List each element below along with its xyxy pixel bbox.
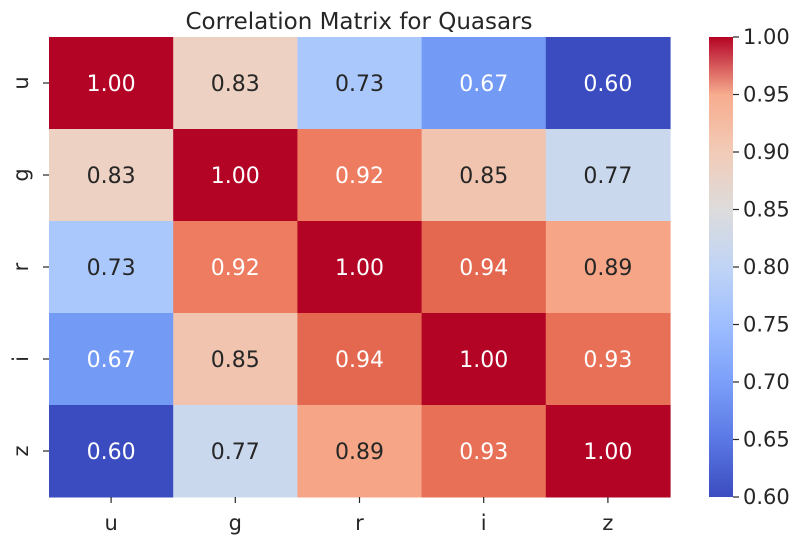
y-tick-label: u <box>9 76 33 89</box>
cell-value-label: 0.89 <box>335 440 384 465</box>
cell-value-label: 0.77 <box>583 164 632 189</box>
cell-i-g <box>173 313 298 406</box>
cell-value-label: 1.00 <box>87 72 136 97</box>
cell-i-i <box>421 313 547 406</box>
cell-value-label: 0.92 <box>335 164 384 189</box>
cell-value-label: 1.00 <box>459 348 508 373</box>
cell-g-u <box>49 129 174 222</box>
cell-value-label: 0.94 <box>459 256 508 281</box>
y-tick-label: z <box>9 445 33 456</box>
cell-z-r <box>297 405 423 498</box>
cell-value-label: 0.85 <box>459 164 508 189</box>
cell-i-u <box>49 313 174 406</box>
cell-r-u <box>49 221 174 314</box>
cell-i-r <box>297 313 423 406</box>
cell-value-label: 0.60 <box>87 440 136 465</box>
colorbar-tick-label: 0.60 <box>743 485 790 509</box>
cell-value-label: 0.83 <box>87 164 136 189</box>
cell-r-r <box>297 221 423 314</box>
colorbar-tick-label: 0.70 <box>743 370 790 394</box>
cell-value-label: 0.73 <box>87 256 136 281</box>
cell-value-label: 1.00 <box>335 256 384 281</box>
cell-g-g <box>173 129 298 222</box>
cell-u-g <box>173 37 298 130</box>
cell-u-u <box>49 37 174 130</box>
cell-value-label: 0.77 <box>211 440 260 465</box>
colorbar-tick-label: 1.00 <box>743 25 790 49</box>
colorbar-tick-label: 0.65 <box>743 428 790 452</box>
y-axis: u g r i z <box>9 76 49 457</box>
colorbar-gradient <box>709 37 733 497</box>
cell-r-i <box>421 221 547 314</box>
colorbar: 0.60 0.65 0.70 0.75 0.80 0.85 0.90 0.95 1.00 <box>709 25 790 509</box>
x-tick-label: i <box>481 511 487 535</box>
colorbar-tick-label: 0.75 <box>743 313 790 337</box>
y-tick-label: g <box>9 168 33 181</box>
heatmap-cells: 1.00 0.83 0.73 0.67 0.60 0.83 1.00 0.92 0.85 0.77… <box>49 37 671 498</box>
colorbar-tick-label: 0.80 <box>743 255 790 279</box>
cell-value-label: 0.93 <box>459 440 508 465</box>
cell-i-z <box>545 313 671 406</box>
cell-z-i <box>421 405 547 498</box>
x-tick-label: r <box>355 511 364 535</box>
cell-value-label: 0.94 <box>335 348 384 373</box>
y-tick-label: i <box>9 356 33 362</box>
cell-r-z <box>545 221 671 314</box>
x-tick-label: z <box>602 511 613 535</box>
cell-value-label: 0.89 <box>583 256 632 281</box>
y-tick-label: r <box>9 262 33 271</box>
cell-u-r <box>297 37 423 130</box>
cell-g-r <box>297 129 423 222</box>
cell-z-u <box>49 405 174 498</box>
cell-r-g <box>173 221 298 314</box>
cell-value-label: 1.00 <box>583 440 632 465</box>
cell-value-label: 0.92 <box>211 256 260 281</box>
cell-value-label: 0.73 <box>335 72 384 97</box>
cell-value-label: 0.67 <box>459 72 508 97</box>
cell-u-z <box>545 37 671 130</box>
cell-g-z <box>545 129 671 222</box>
cell-z-g <box>173 405 298 498</box>
x-tick-label: u <box>104 511 117 535</box>
cell-value-label: 0.93 <box>583 348 632 373</box>
cell-u-i <box>421 37 547 130</box>
cell-value-label: 0.83 <box>211 72 260 97</box>
colorbar-tick-label: 0.85 <box>743 198 790 222</box>
cell-g-i <box>421 129 547 222</box>
colorbar-tick-label: 0.95 <box>743 83 790 107</box>
x-tick-label: g <box>229 511 242 535</box>
colorbar-tick-label: 0.90 <box>743 140 790 164</box>
cell-value-label: 0.60 <box>583 72 632 97</box>
cell-value-label: 1.00 <box>211 164 260 189</box>
cell-value-label: 0.85 <box>211 348 260 373</box>
cell-value-label: 0.67 <box>87 348 136 373</box>
cell-z-z <box>545 405 671 498</box>
chart-title: Correlation Matrix for Quasars <box>185 9 532 35</box>
